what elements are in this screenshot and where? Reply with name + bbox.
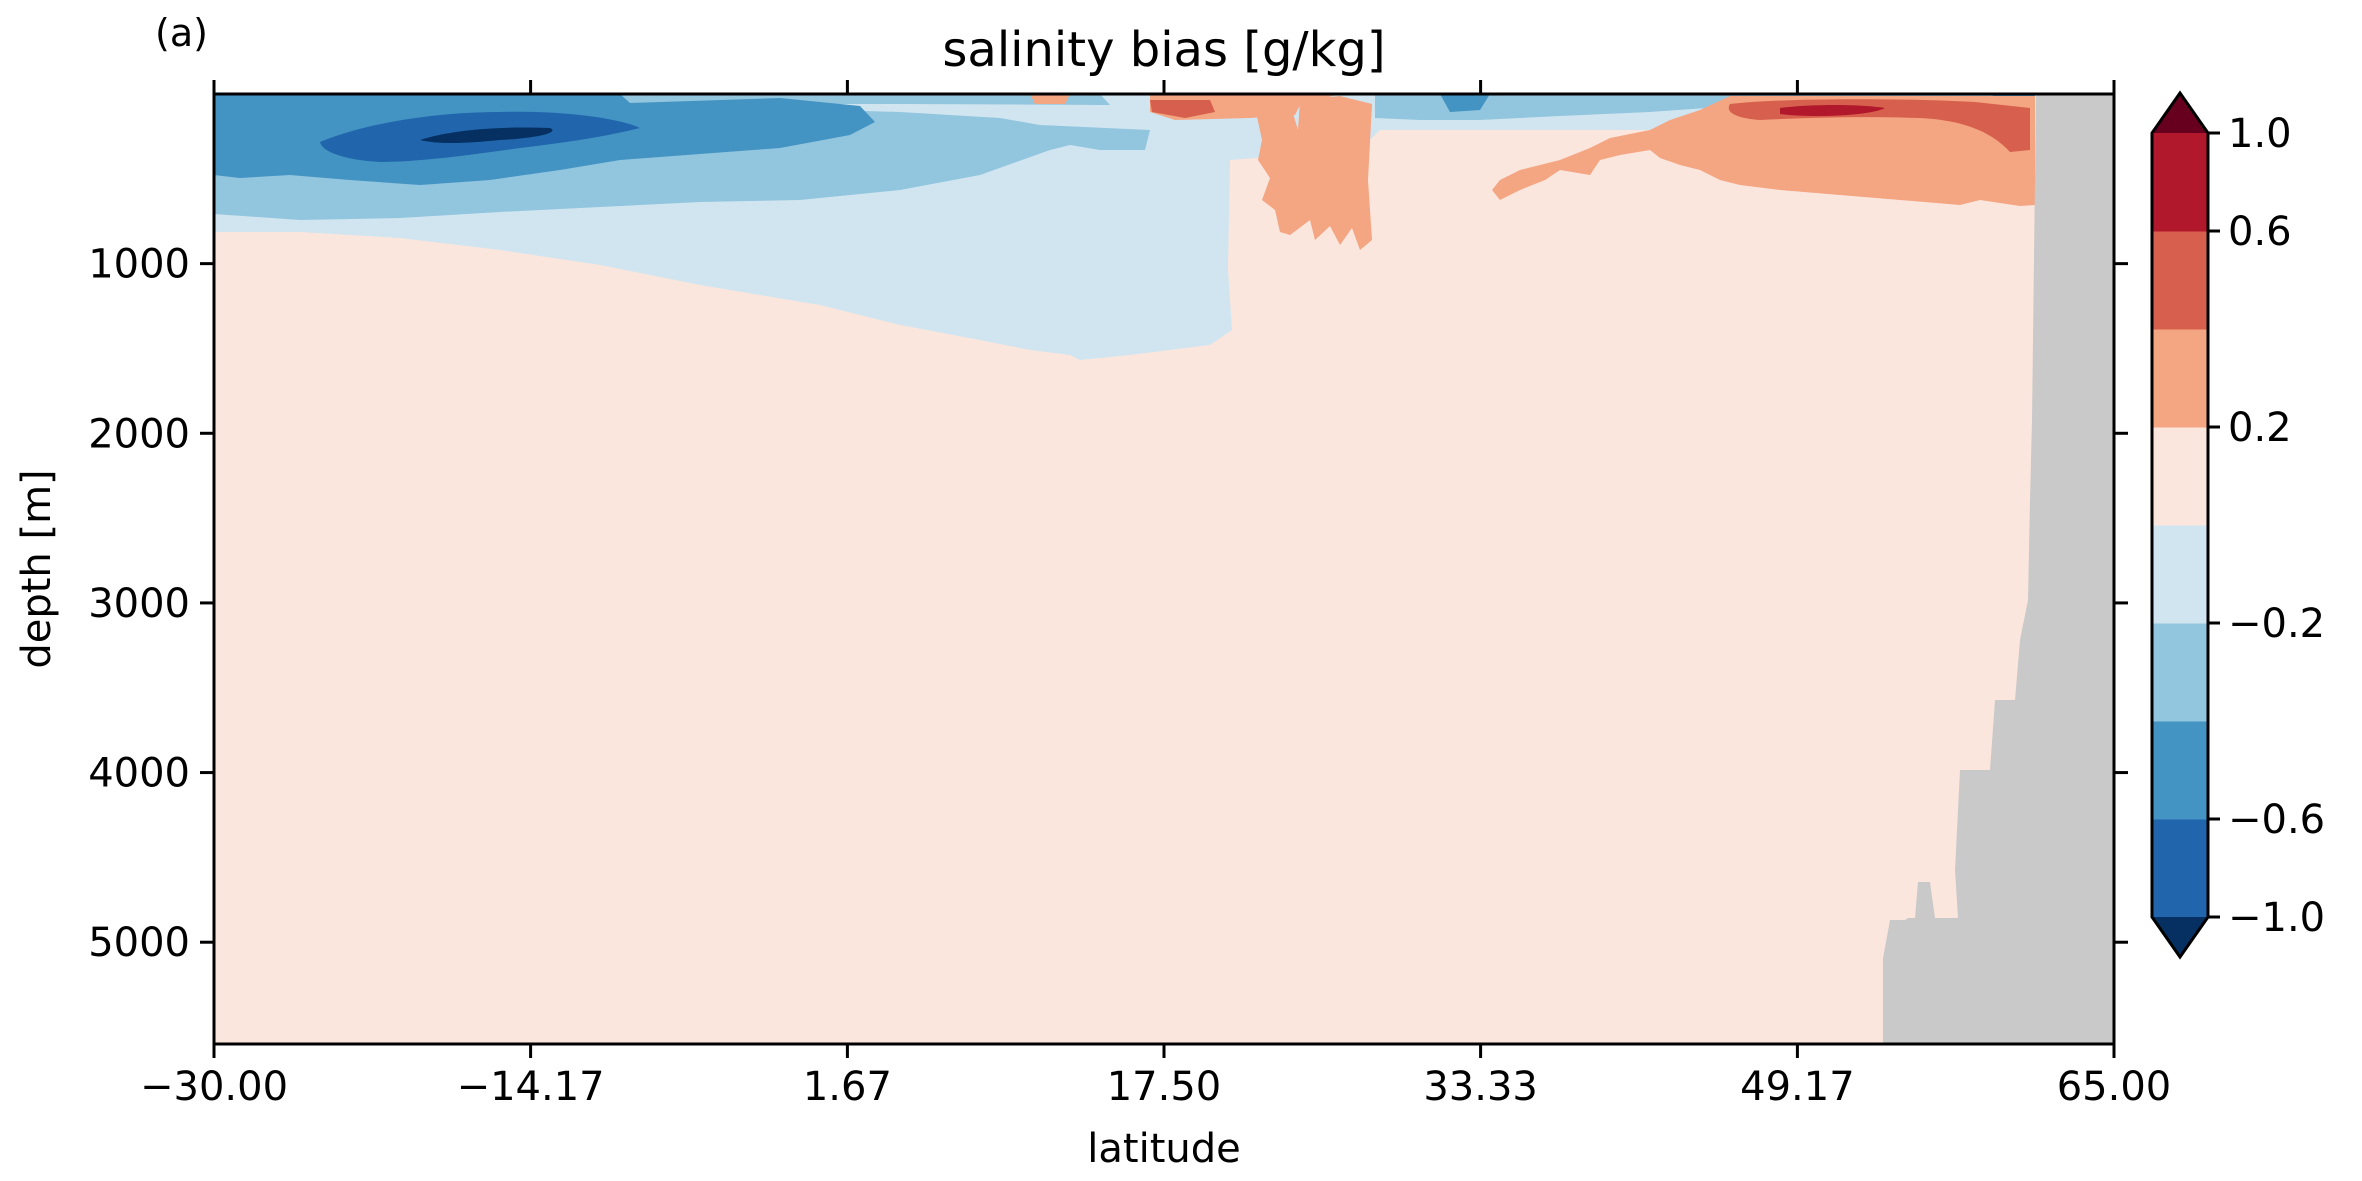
y-tick-label: 1000	[88, 242, 190, 288]
x-tick-label: −30.00	[140, 1064, 288, 1110]
y-tick-label: 3000	[88, 581, 190, 627]
land-mask	[1883, 94, 2114, 1044]
x-tick-label: −14.17	[457, 1064, 605, 1110]
x-tick-label: 65.00	[2057, 1064, 2172, 1110]
colorbar-tick-label: 0.2	[2228, 405, 2292, 451]
y-tick-label: 5000	[88, 920, 190, 966]
colorbar-tick-label: −0.6	[2228, 797, 2325, 843]
colorbar: 1.0 0.6 0.2 −0.2 −0.6 −1.0	[2150, 90, 2325, 960]
colorbar-extend-min	[2152, 917, 2208, 957]
positive-bias-patch-7	[1150, 100, 1215, 118]
x-axis-label: latitude	[1087, 1126, 1240, 1172]
colorbar-band	[2152, 427, 2208, 526]
positive-bias-core	[1780, 105, 1885, 116]
x-tick-label: 49.17	[1740, 1064, 1855, 1110]
colorbar-band	[2152, 329, 2208, 428]
negative-bias-band-4	[420, 127, 553, 144]
positive-bias-patch-4	[1290, 176, 1330, 222]
panel-label: (a)	[155, 11, 208, 55]
y-axis-label: depth [m]	[14, 469, 60, 668]
colorbar-band	[2152, 721, 2208, 820]
colorbar-band	[2152, 133, 2208, 232]
colorbar-tick-label: 0.6	[2228, 209, 2292, 255]
colorbar-tick-label: −1.0	[2228, 895, 2325, 941]
chart-title: salinity bias [g/kg]	[942, 22, 1385, 78]
colorbar-band	[2152, 231, 2208, 330]
colorbar-tick-label: −0.2	[2228, 601, 2325, 647]
positive-bias-patch-5	[1492, 96, 2035, 206]
x-tick-label: 1.67	[803, 1064, 892, 1110]
x-tick-label: 33.33	[1423, 1064, 1538, 1110]
y-axis: 1000 2000 3000 4000 5000	[88, 242, 2128, 966]
colorbar-band	[2152, 623, 2208, 722]
plot-area	[214, 94, 2114, 1044]
positive-bias-patch-1	[1030, 94, 1070, 104]
northern-surface-negative-core	[1440, 94, 1490, 112]
y-tick-label: 2000	[88, 411, 190, 457]
positive-bias-patch-3	[1256, 96, 1372, 250]
colorbar-band	[2152, 819, 2208, 918]
colorbar-extend-max	[2152, 93, 2208, 133]
colorbar-tick-label: 1.0	[2228, 111, 2292, 157]
colorbar-band	[2152, 525, 2208, 624]
x-axis: −30.00 −14.17 1.67 17.50 33.33 49.17 65.00	[140, 80, 2171, 1110]
y-tick-label: 4000	[88, 751, 190, 797]
x-tick-label: 17.50	[1107, 1064, 1222, 1110]
